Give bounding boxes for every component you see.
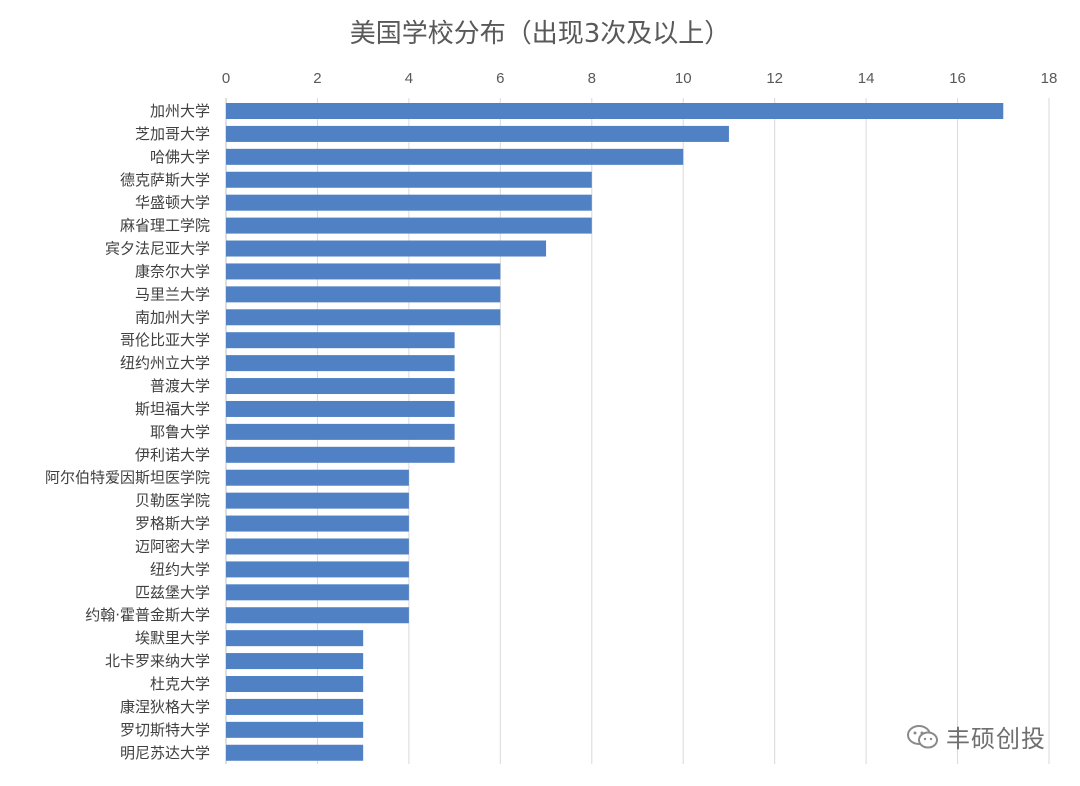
category-label: 马里兰大学 xyxy=(135,285,210,303)
category-label: 南加州大学 xyxy=(135,308,210,326)
bar xyxy=(226,378,455,395)
category-label: 哥伦比亚大学 xyxy=(120,331,210,349)
category-label: 约翰·霍普金斯大学 xyxy=(85,606,210,624)
bar xyxy=(226,446,455,463)
bar xyxy=(226,400,455,417)
category-label: 明尼苏达大学 xyxy=(120,744,210,762)
category-label: 迈阿密大学 xyxy=(135,537,210,555)
category-label: 华盛顿大学 xyxy=(135,194,210,212)
bar xyxy=(226,240,547,257)
bar xyxy=(226,125,729,142)
bar xyxy=(226,263,501,280)
bar xyxy=(226,148,684,165)
x-tick-label: 6 xyxy=(496,70,504,87)
category-label: 康涅狄格大学 xyxy=(120,698,210,716)
category-label: 宾夕法尼亚大学 xyxy=(105,240,210,258)
category-label: 伊利诺大学 xyxy=(135,446,210,464)
bar xyxy=(226,103,1004,119)
bar xyxy=(226,469,409,486)
bar xyxy=(226,630,364,647)
category-labels: 加州大学芝加哥大学哈佛大学德克萨斯大学华盛顿大学麻省理工学院宾夕法尼亚大学康奈尔… xyxy=(45,102,210,762)
x-tick-label: 8 xyxy=(588,70,596,87)
bar xyxy=(226,721,364,738)
bar xyxy=(226,171,592,188)
x-tick-label: 12 xyxy=(766,70,783,87)
category-label: 埃默里大学 xyxy=(135,629,210,647)
wechat-icon xyxy=(907,724,938,748)
category-label: 阿尔伯特爱因斯坦医学院 xyxy=(45,469,210,487)
category-label: 纽约州立大学 xyxy=(120,354,210,372)
x-tick-label: 14 xyxy=(858,70,875,87)
bar xyxy=(226,515,409,532)
bar xyxy=(226,607,409,624)
x-tick-label: 10 xyxy=(675,70,692,87)
category-label: 斯坦福大学 xyxy=(135,400,210,418)
chart-title: 美国学校分布（出现3次及以上） xyxy=(350,19,731,49)
category-label: 匹兹堡大学 xyxy=(135,583,210,601)
bar xyxy=(226,309,501,326)
bar xyxy=(226,194,592,211)
bar xyxy=(226,676,364,692)
bar xyxy=(226,355,455,372)
category-label: 北卡罗来纳大学 xyxy=(105,652,210,670)
x-tick-label: 0 xyxy=(222,70,230,87)
category-label: 杜克大学 xyxy=(150,675,210,693)
bar xyxy=(226,561,409,578)
bar xyxy=(226,744,364,761)
category-label: 罗格斯大学 xyxy=(135,515,210,533)
bar xyxy=(226,286,501,303)
category-label: 芝加哥大学 xyxy=(135,125,210,143)
x-tick-label: 18 xyxy=(1041,70,1058,87)
category-label: 罗切斯特大学 xyxy=(120,721,210,739)
x-axis-ticks: 0 2 4 6 8 10 12 14 16 18 xyxy=(222,70,1058,87)
bar xyxy=(226,698,364,715)
bar xyxy=(226,584,409,601)
category-label: 贝勒医学院 xyxy=(135,492,210,510)
x-tick-label: 2 xyxy=(313,70,321,87)
bar xyxy=(226,492,409,509)
category-label: 耶鲁大学 xyxy=(150,423,210,441)
category-label: 纽约大学 xyxy=(150,560,210,578)
category-label: 加州大学 xyxy=(150,102,210,120)
watermark-text: 丰硕创投 xyxy=(946,725,1046,753)
category-label: 普渡大学 xyxy=(150,377,210,395)
bar xyxy=(226,538,409,555)
bar xyxy=(226,217,592,234)
bar xyxy=(226,423,455,440)
bars xyxy=(226,103,1004,761)
category-label: 康奈尔大学 xyxy=(135,262,210,280)
category-label: 哈佛大学 xyxy=(150,148,210,166)
category-label: 德克萨斯大学 xyxy=(120,171,210,189)
category-label: 麻省理工学院 xyxy=(120,217,210,235)
watermark: 丰硕创投 xyxy=(906,719,1046,754)
x-tick-label: 4 xyxy=(405,70,413,87)
bar xyxy=(226,653,364,670)
bar xyxy=(226,332,455,349)
x-tick-label: 16 xyxy=(949,70,966,87)
